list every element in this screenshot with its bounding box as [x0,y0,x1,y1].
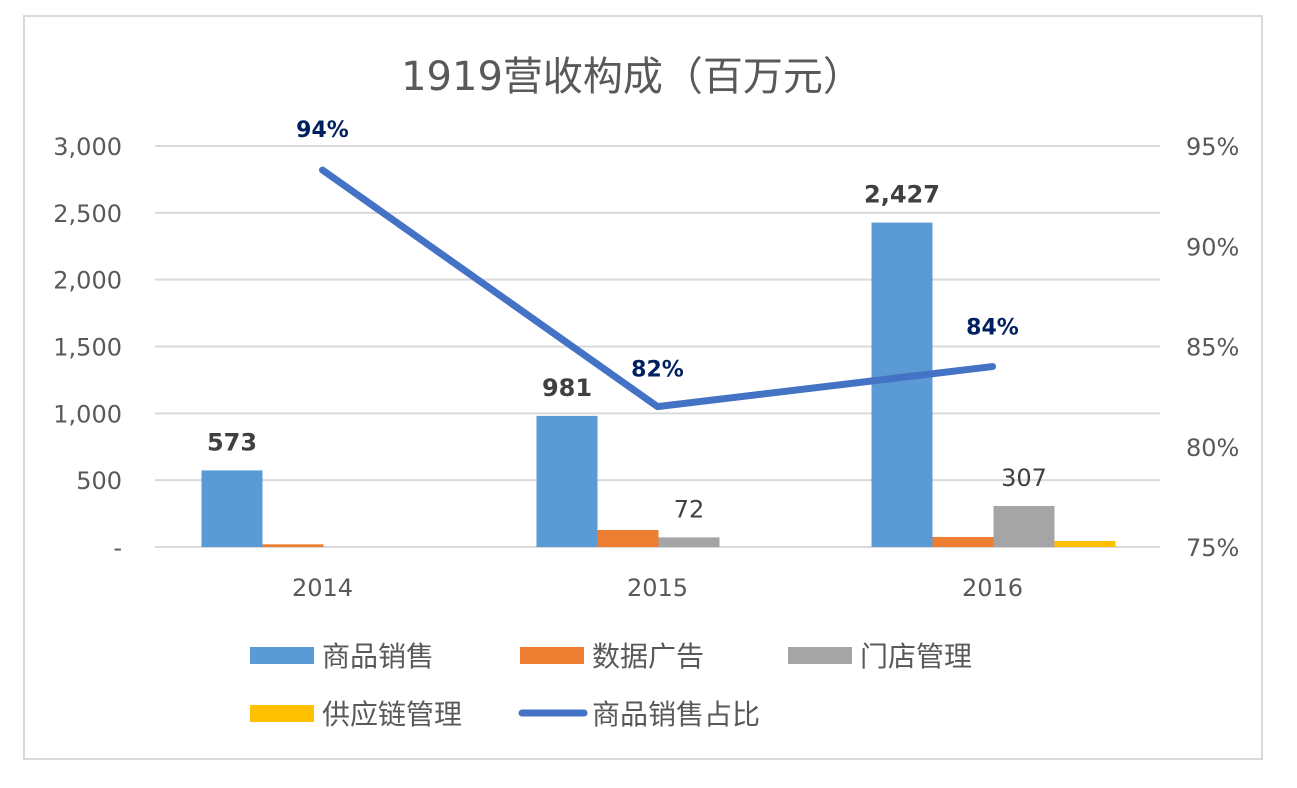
bar-data-label: 573 [207,428,257,456]
bar-门店管理 [993,505,1055,547]
line-data-label: 84% [966,316,1019,341]
legend-swatch [250,705,314,722]
y-right-tick-label: 75% [1186,534,1239,562]
x-tick-label: 2014 [292,574,353,602]
x-tick-label: 2016 [962,574,1023,602]
y-left-tick-label: 1,500 [53,334,122,362]
bar-data-label: 72 [674,495,705,523]
legend-swatch [788,647,852,664]
y-right-tick-label: 80% [1186,434,1239,462]
line-point [656,405,659,408]
bar-数据广告 [262,544,324,547]
chart-frame [23,15,1263,760]
legend-label: 门店管理 [860,640,972,673]
line-data-label: 94% [296,118,349,143]
bar-data-label: 981 [542,374,592,402]
line-point [321,169,324,172]
bar-商品销售 [871,222,933,547]
y-left-tick-label: 2,000 [53,267,122,295]
bar-供应链管理 [1054,540,1116,547]
legend-label: 数据广告 [592,640,704,673]
y-right-tick-label: 90% [1186,233,1239,261]
bar-数据广告 [932,536,994,547]
bar-商品销售 [201,470,263,547]
y-left-tick-label: 2,500 [53,200,122,228]
y-left-tick-label: 500 [76,467,122,495]
bar-data-label: 307 [1001,464,1047,492]
x-tick-label: 2015 [627,574,688,602]
y-left-tick-label: - [113,534,122,562]
y-right-tick-label: 85% [1186,334,1239,362]
bar-data-label: 2,427 [864,181,940,209]
bar-数据广告 [597,530,659,547]
bar-商品销售 [536,415,598,547]
bar-门店管理 [658,537,720,547]
legend-swatch [250,647,314,664]
line-point [991,365,994,368]
line-data-label: 82% [631,358,684,383]
legend-label: 商品销售 [322,640,434,673]
legend-label: 供应链管理 [322,698,462,731]
legend-swatch [520,647,584,664]
y-left-tick-label: 3,000 [53,133,122,161]
y-left-tick-label: 1,000 [53,400,122,428]
y-right-tick-label: 95% [1186,133,1239,161]
chart-title: 1919营收构成（百万元） [401,54,863,100]
legend-label: 商品销售占比 [592,698,760,731]
